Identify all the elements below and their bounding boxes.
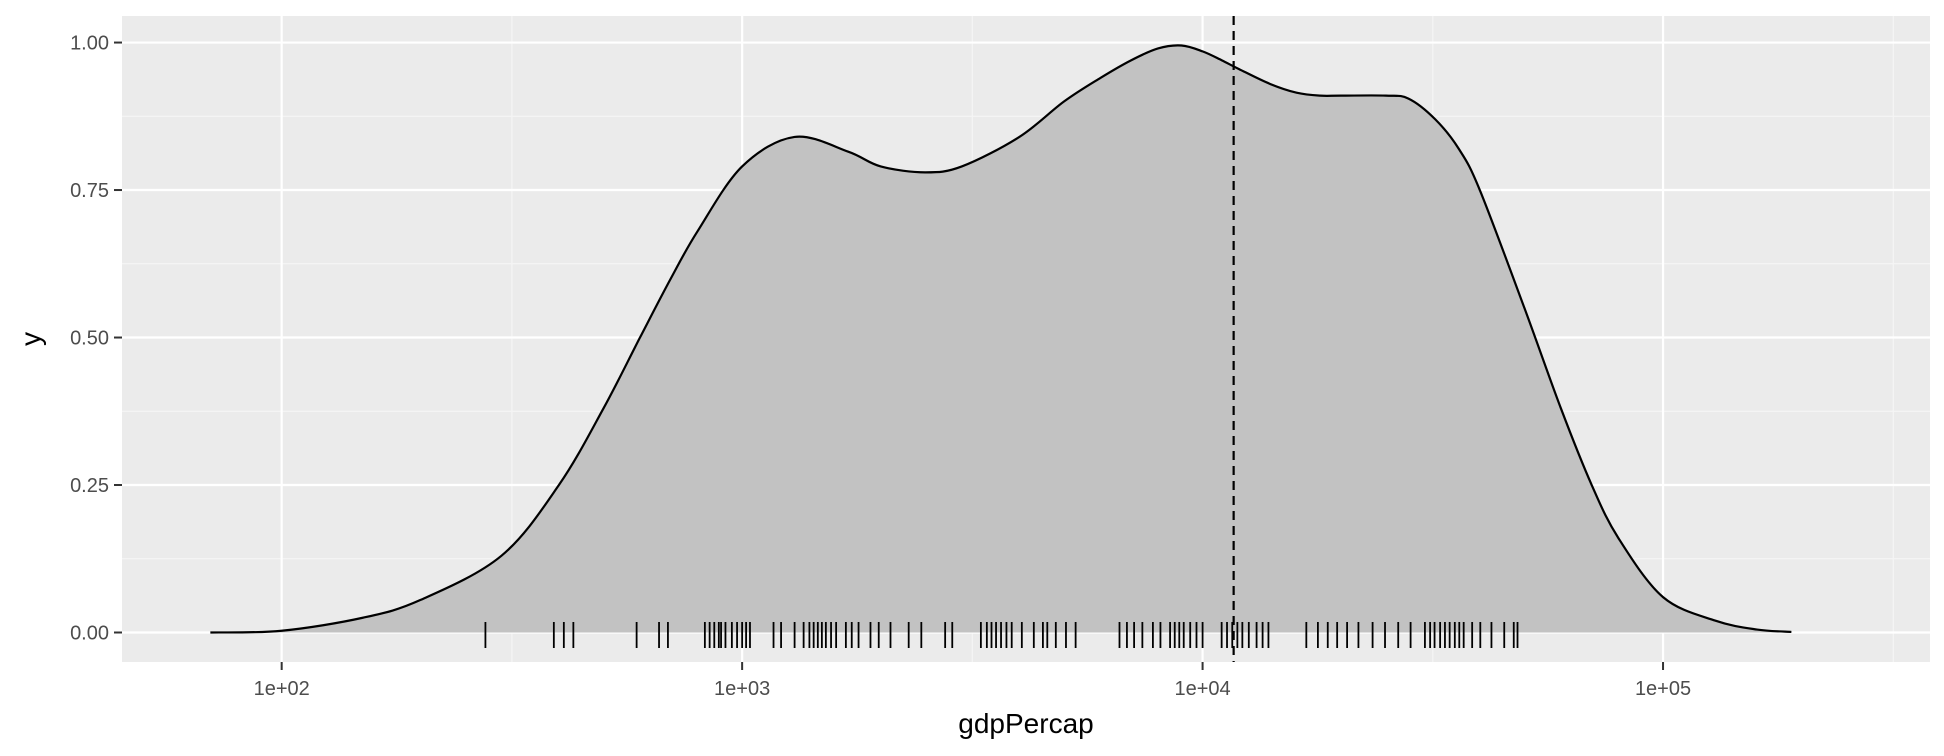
y-axis: 0.00 0.25 0.50 0.75 1.00: [70, 33, 122, 645]
y-tick-label: 0.50: [70, 328, 109, 350]
x-tick-label: 1e+05: [1635, 678, 1691, 700]
y-tick-label: 1.00: [70, 33, 109, 55]
y-tick-label: 0.25: [70, 475, 109, 497]
y-tick-label: 0.00: [70, 623, 109, 645]
density-area: [210, 45, 1792, 633]
y-tick-label: 0.75: [70, 180, 109, 202]
density-line: [210, 44, 1792, 634]
x-axis: 1e+02 1e+03 1e+04 1e+05: [254, 662, 1691, 700]
x-tick-label: 1e+02: [254, 678, 310, 700]
x-axis-title: gdpPercap: [958, 708, 1093, 739]
x-tick-label: 1e+04: [1174, 678, 1230, 700]
rug-marks: [484, 622, 1519, 648]
y-axis-title: y: [15, 332, 46, 346]
x-tick-label: 1e+03: [714, 678, 770, 700]
